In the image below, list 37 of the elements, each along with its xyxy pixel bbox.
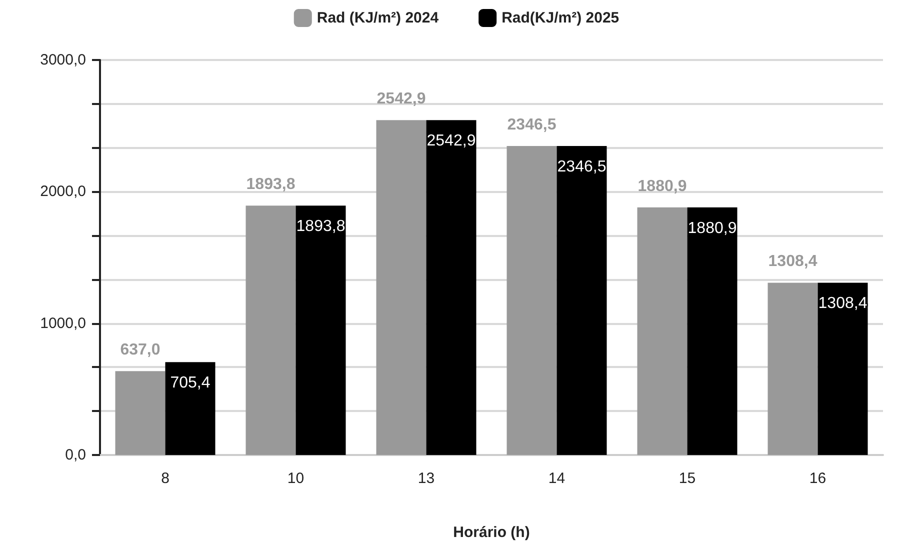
data-label: 2346,5 — [557, 158, 606, 176]
data-label: 2542,9 — [426, 132, 476, 150]
bar — [246, 206, 296, 455]
bar — [687, 207, 738, 455]
data-label: 705,4 — [170, 374, 210, 392]
x-tick-label: 16 — [809, 470, 826, 487]
bar — [296, 206, 346, 455]
y-tick-label: 2000,0 — [40, 183, 86, 200]
data-label: 1880,9 — [638, 178, 687, 195]
data-label: 2542,9 — [376, 90, 426, 108]
bar — [818, 282, 868, 455]
y-tick-label: 0,0 — [65, 446, 86, 464]
data-label: 1308,4 — [818, 295, 868, 312]
bar — [637, 207, 688, 455]
bar — [376, 120, 426, 455]
bar — [426, 120, 476, 455]
legend-label: Rad (KJ/m²) 2024 — [316, 10, 440, 26]
bar — [165, 362, 216, 455]
data-label: 1880,9 — [688, 220, 737, 237]
y-tick-label: 3000,0 — [40, 52, 86, 68]
y-tick-label: 1000,0 — [40, 314, 86, 332]
data-label: 2346,5 — [507, 116, 556, 134]
legend-label: Rad(KJ/m²) 2025 — [502, 10, 620, 26]
bar — [115, 371, 166, 455]
data-label: 1308,4 — [768, 253, 818, 270]
data-label: 637,0 — [120, 342, 160, 359]
x-axis-title: Horário (h) — [453, 524, 530, 541]
x-tick-label: 13 — [418, 470, 435, 487]
data-label: 1893,8 — [246, 176, 296, 194]
x-tick-label: 8 — [161, 470, 170, 487]
x-tick-label: 10 — [287, 470, 304, 487]
bar — [556, 146, 607, 455]
bar — [768, 282, 818, 455]
bar — [506, 146, 557, 455]
data-label: 1893,8 — [296, 218, 346, 236]
x-tick-label: 15 — [678, 470, 696, 487]
x-tick-label: 14 — [548, 470, 566, 487]
